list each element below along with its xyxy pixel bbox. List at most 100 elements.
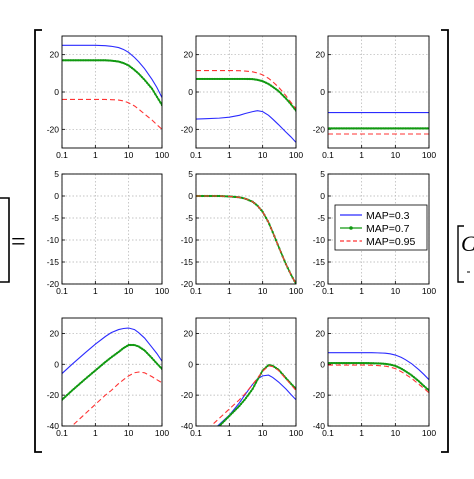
series-marker [406, 127, 409, 130]
series-marker [411, 127, 414, 130]
series-marker [263, 80, 266, 84]
series-marker [226, 416, 229, 419]
x-tick-label: 0.1 [190, 286, 202, 296]
series-marker [228, 77, 231, 81]
y-tick-label: 20 [316, 50, 326, 60]
series-marker [353, 127, 357, 130]
subplot-p31: 0.1 1 10 100 20 0 -20 -40 [47, 317, 169, 438]
series-marker [360, 127, 363, 130]
series-marker [387, 127, 390, 130]
series-marker [87, 374, 90, 378]
series-marker [412, 127, 415, 130]
series-marker [389, 363, 392, 366]
x-tick-label: 0.1 [190, 428, 202, 438]
x-tick-label: 100 [422, 286, 436, 296]
y-tick-label: 20 [184, 50, 194, 60]
series-marker [370, 127, 373, 130]
series-marker [72, 387, 75, 391]
y-tick-label: 0 [54, 359, 59, 369]
series-marker [147, 353, 150, 356]
x-tick-label: 1 [93, 428, 98, 438]
y-tick-label: 5 [54, 169, 59, 179]
series-marker [333, 361, 336, 365]
series-marker [239, 402, 243, 406]
series-marker [221, 77, 224, 81]
x-tick-label: 1 [359, 286, 364, 296]
y-tick-label: -20 [181, 390, 194, 400]
series-marker [231, 411, 234, 414]
series-marker [241, 77, 244, 81]
series-marker [368, 127, 372, 130]
y-tick-label: 0 [188, 191, 193, 201]
series-marker [331, 361, 335, 365]
series-marker [139, 346, 142, 349]
series-marker [273, 86, 276, 90]
series-marker [394, 364, 397, 367]
series-marker [62, 397, 65, 400]
series-marker [276, 89, 279, 92]
series-marker [75, 385, 79, 388]
legend-marker [349, 226, 353, 230]
series-marker [144, 79, 147, 82]
series-marker [266, 82, 269, 85]
series-marker [385, 362, 389, 366]
series-marker [152, 358, 155, 362]
series-marker [150, 87, 154, 90]
equals-sign: = [11, 227, 26, 256]
y-tick-label: -20 [181, 124, 194, 134]
series-marker [411, 374, 414, 377]
y-tick-label: 20 [316, 328, 326, 338]
series-marker [197, 445, 199, 447]
y-tick-label: 0 [320, 191, 325, 201]
series-marker [99, 59, 102, 62]
series-marker [120, 348, 124, 351]
series-marker [152, 90, 155, 93]
right-bracket-fragment [457, 225, 464, 283]
y-tick-label: -20 [313, 390, 326, 400]
x-tick-label: 10 [124, 286, 134, 296]
series-marker [335, 127, 338, 130]
x-tick-label: 0.1 [322, 428, 334, 438]
series-marker [209, 194, 213, 198]
series-marker [412, 376, 415, 379]
series-marker [370, 362, 373, 365]
series-marker [75, 59, 79, 62]
series-marker [233, 195, 236, 198]
series-marker [380, 362, 383, 365]
series-marker [69, 390, 72, 394]
y-tick-label: -20 [47, 390, 60, 400]
series-marker [112, 59, 115, 63]
series-marker [266, 364, 269, 367]
x-tick-label: 1 [227, 286, 232, 296]
subplot-p21: 0.1 1 10 100 5 0 -5 -10 -15 -20 [47, 169, 170, 296]
series-marker [145, 351, 149, 355]
series-marker [269, 84, 273, 87]
series-marker [144, 350, 147, 353]
series-marker [219, 423, 223, 426]
series-marker [331, 127, 335, 130]
axes-frame [327, 317, 430, 427]
x-tick-label: 1 [359, 428, 364, 438]
series-marker [414, 127, 417, 130]
series-marker [122, 346, 125, 350]
series-marker [150, 357, 154, 360]
series-marker [224, 195, 228, 198]
series-marker [102, 59, 105, 62]
series-marker [112, 354, 115, 357]
series-marker [110, 59, 114, 62]
y-tick-label: -5 [51, 213, 59, 223]
series-marker [208, 77, 211, 81]
series-marker [140, 76, 144, 79]
series-marker [236, 77, 239, 81]
series-marker [358, 361, 362, 365]
series-marker [355, 127, 358, 130]
series-marker [94, 369, 97, 372]
series-marker [231, 77, 234, 81]
series-marker [134, 69, 137, 72]
series-marker [368, 362, 372, 365]
subplot-p22: 0.1 1 10 100 5 0 -5 -10 -15 -20 [181, 169, 304, 296]
series-marker [127, 64, 130, 67]
series-marker [92, 59, 95, 62]
